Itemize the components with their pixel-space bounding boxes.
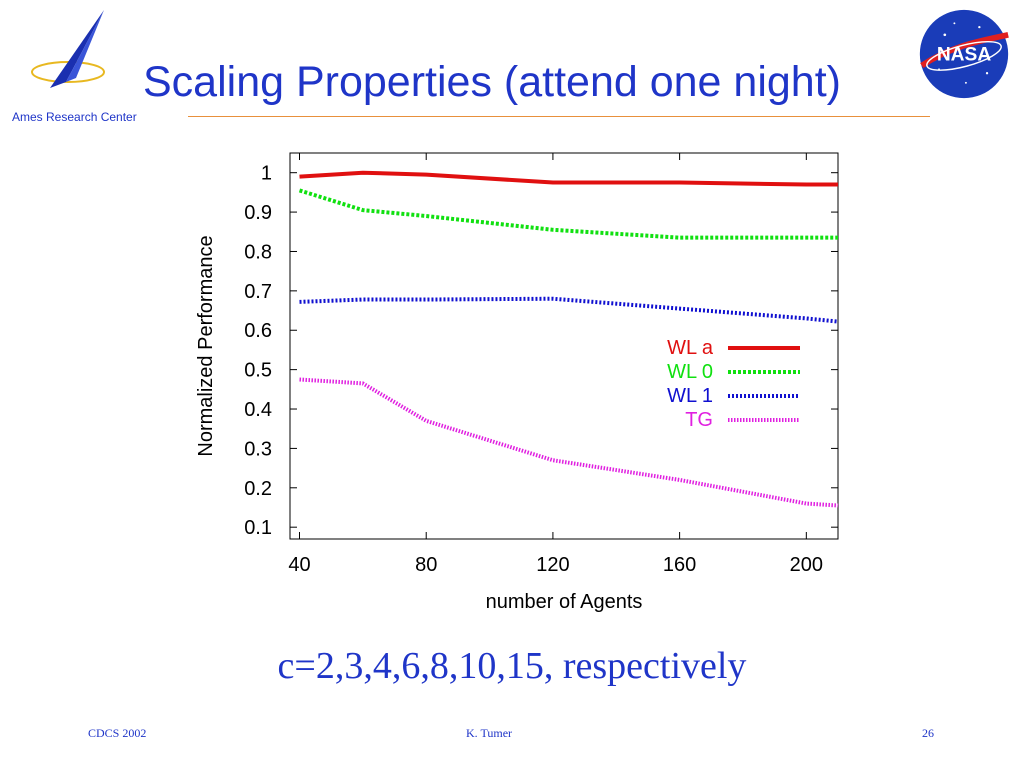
x-tick-label: 160 xyxy=(663,554,696,576)
y-tick-label: 0.9 xyxy=(244,202,272,224)
series-line-wl-0 xyxy=(298,188,838,240)
y-axis-label: Normalized Performance xyxy=(195,235,217,456)
ames-logo xyxy=(31,10,105,88)
y-tick-label: 0.3 xyxy=(244,438,272,460)
footer-conference: CDCS 2002 xyxy=(88,726,147,740)
y-tick-label: 1 xyxy=(261,163,272,185)
performance-chart: 40 80 120 160 200 0.1 0.2 0.3 0.4 0.5 0.6 0.7 0.8 0.9… xyxy=(195,152,839,613)
title-rule xyxy=(188,116,930,117)
y-tick-label: 0.4 xyxy=(244,399,272,421)
footer-author: K. Tumer xyxy=(466,726,513,740)
y-tick-label: 0.2 xyxy=(244,478,272,500)
org-name: Ames Research Center xyxy=(12,110,137,124)
series-line-wl-1 xyxy=(299,296,839,324)
legend-label: WL 0 xyxy=(667,361,713,383)
x-tick-label: 200 xyxy=(790,554,823,576)
series-line-wl-a xyxy=(299,170,838,187)
x-tick-label: 120 xyxy=(536,554,569,576)
logo-wing xyxy=(50,10,104,88)
footer-page-number: 26 xyxy=(922,726,934,740)
x-axis-label: number of Agents xyxy=(486,591,643,613)
slide-title: Scaling Properties (attend one night) xyxy=(143,58,841,106)
x-tick-label: 80 xyxy=(415,554,437,576)
y-tick-label: 0.7 xyxy=(244,281,272,303)
nasa-meatball-logo: NASA xyxy=(919,9,1009,99)
y-tick-label: 0.6 xyxy=(244,320,272,342)
legend-label: WL 1 xyxy=(667,385,713,407)
plot-frame xyxy=(289,152,839,540)
slide-subtitle: c=2,3,4,6,8,10,15, respectively xyxy=(277,645,747,687)
legend-label: WL a xyxy=(667,337,714,359)
legend-label: TG xyxy=(685,409,713,431)
series-line-tg xyxy=(299,377,839,508)
y-tick-label: 0.8 xyxy=(244,241,272,263)
y-tick-label: 0.5 xyxy=(244,360,272,382)
logo-wing-shade xyxy=(66,10,104,82)
y-tick-label: 0.1 xyxy=(244,517,272,539)
x-tick-label: 40 xyxy=(288,554,310,576)
nasa-logo-text: NASA xyxy=(937,45,992,66)
